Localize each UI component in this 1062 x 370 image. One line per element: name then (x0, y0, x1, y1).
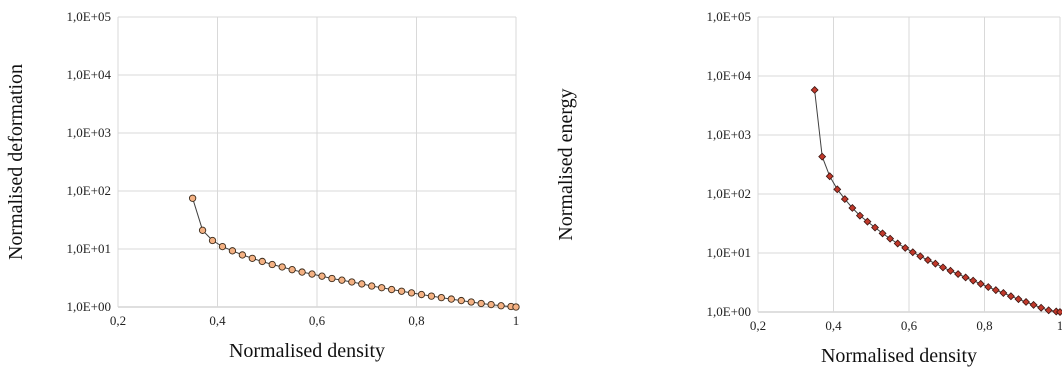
y-tick-label: 1,0E+03 (66, 125, 111, 140)
energy-data-point (908, 248, 917, 257)
deformation-data-point (238, 251, 247, 259)
energy-data-point (855, 211, 864, 220)
y-tick-label: 1,0E+01 (706, 245, 751, 260)
energy-data-point (848, 203, 857, 212)
x-tick-label: 0,2 (110, 313, 126, 328)
energy-data-point (954, 270, 963, 279)
deformation-data-point (358, 280, 366, 288)
energy-data-point (991, 286, 1000, 295)
deformation-data-point (387, 285, 396, 294)
energy-data-point (1044, 306, 1053, 315)
deformation-data-point (248, 254, 256, 262)
deformation-data-point (467, 298, 475, 306)
y-tick-label: 1,0E+04 (66, 67, 111, 82)
deformation-data-point (487, 300, 495, 309)
energy-data-point (969, 276, 978, 285)
deformation-data-point (368, 282, 376, 290)
deformation-data-point (407, 289, 416, 297)
energy-data-point (893, 239, 902, 248)
energy-data-point (999, 289, 1008, 297)
energy-data-point (923, 256, 932, 264)
y-tick-label: 1,0E+00 (66, 299, 111, 314)
deformation-series-line (192, 198, 517, 308)
y-tick-label: 1,0E+05 (66, 9, 111, 24)
deformation-data-point (437, 293, 446, 302)
deformation-data-point (198, 226, 207, 234)
energy-data-point (1006, 292, 1015, 301)
energy-data-point (825, 172, 834, 181)
deformation-data-point (268, 260, 276, 269)
energy-data-point (871, 223, 879, 232)
deformation-data-point (218, 242, 227, 251)
deformation-data-point (228, 247, 237, 255)
deformation-data-point (477, 299, 485, 308)
energy-chart: 1,0E+00 1,0E+01 1,0E+02 1,0E+03 1,0E+04 1,0E+… (555, 9, 1062, 367)
deformation-data-point (512, 303, 520, 311)
deformation-data-point (288, 266, 296, 274)
deformation-data-point (417, 290, 426, 299)
energy-data-point (833, 185, 842, 194)
deformation-data-point (447, 295, 455, 303)
deformation-data-point (208, 236, 217, 245)
energy-data-point (863, 217, 872, 226)
energy-data-point (1037, 303, 1046, 312)
deformation-data-point (318, 272, 326, 280)
deformation-data-point (258, 257, 266, 266)
energy-data-point (810, 85, 819, 94)
energy-data-point (976, 279, 985, 288)
energy-data-point (916, 252, 925, 261)
energy-data-point (1014, 295, 1023, 304)
energy-series-line (814, 89, 1061, 313)
deformation-data-point (338, 276, 346, 284)
x-axis-title: Normalised density (821, 345, 977, 367)
deformation-data-point (298, 268, 306, 276)
deformation-data-point (378, 284, 386, 292)
x-tick-label: 0,6 (901, 318, 918, 333)
energy-data-point (1029, 300, 1038, 309)
y-tick-label: 1,0E+00 (706, 304, 751, 319)
x-tick-label: 0,6 (309, 313, 326, 328)
energy-data-point (961, 273, 970, 282)
deformation-data-point (427, 292, 436, 300)
x-tick-label: 1 (1057, 318, 1062, 333)
energy-data-point (984, 283, 993, 291)
y-tick-label: 1,0E+02 (706, 186, 751, 201)
y-tick-label: 1,0E+05 (706, 9, 751, 24)
energy-data-point (1022, 297, 1030, 306)
deformation-data-point (457, 296, 465, 305)
energy-data-point (946, 266, 955, 275)
x-tick-label: 0,8 (976, 318, 992, 333)
energy-data-point (931, 259, 940, 268)
deformation-data-point (328, 274, 336, 283)
energy-data-point (886, 234, 895, 243)
deformation-data-point (497, 302, 505, 310)
deformation-chart: 1,0E+00 1,0E+01 1,0E+02 1,0E+03 1,0E+04 1,0E+… (5, 9, 520, 362)
deformation-data-point (308, 270, 316, 278)
x-tick-label: 1 (513, 313, 520, 328)
y-axis-title: Normalised deformation (5, 64, 27, 260)
deformation-data-point (188, 194, 197, 202)
energy-data-point (840, 195, 849, 204)
x-axis-title: Normalised density (229, 340, 385, 362)
deformation-data-point (348, 278, 356, 286)
x-tick-label: 0,4 (825, 318, 842, 333)
x-tick-label: 0,8 (408, 313, 424, 328)
x-tick-label: 0,2 (750, 318, 766, 333)
y-tick-label: 1,0E+02 (66, 183, 111, 198)
y-tick-label: 1,0E+01 (66, 241, 111, 256)
energy-data-point (818, 152, 827, 161)
energy-data-point (939, 263, 947, 272)
y-tick-label: 1,0E+04 (706, 68, 751, 83)
energy-data-point (901, 243, 910, 252)
deformation-data-point (278, 263, 286, 271)
deformation-data-point (397, 287, 406, 295)
y-tick-label: 1,0E+03 (706, 127, 751, 142)
x-tick-label: 0,4 (209, 313, 226, 328)
energy-data-point (878, 229, 887, 238)
energy-data-point (1056, 308, 1062, 316)
y-axis-title: Normalised energy (555, 88, 577, 240)
